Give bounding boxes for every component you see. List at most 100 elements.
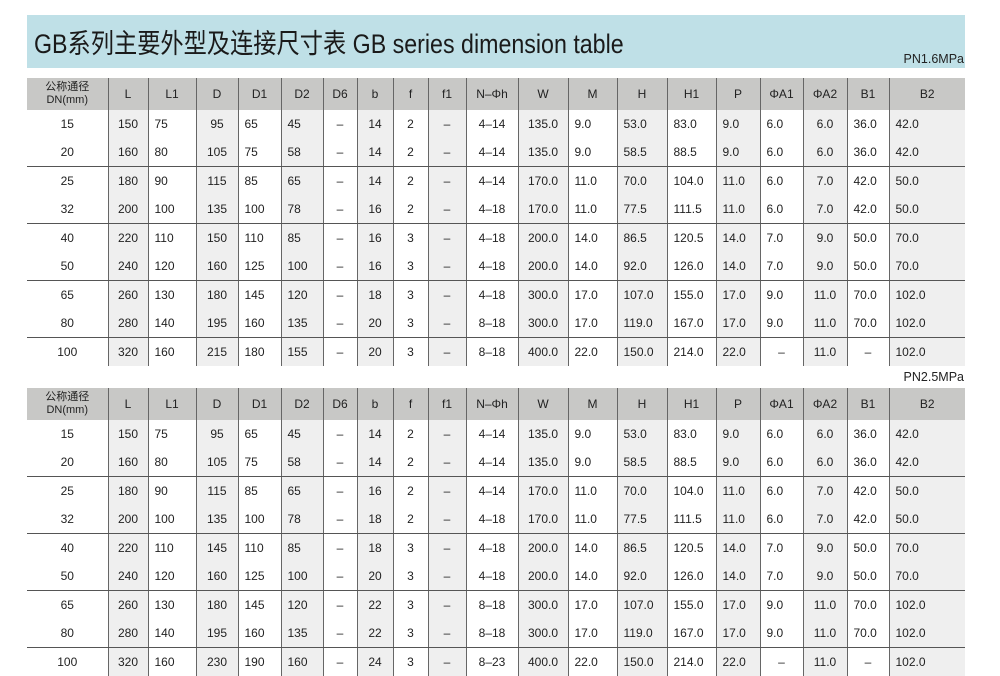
table-cell: 115 <box>196 167 238 196</box>
table-cell: 70.0 <box>889 224 965 253</box>
table-cell: 9.0 <box>716 138 760 167</box>
table-cell: 92.0 <box>617 562 667 591</box>
table-cell: 15 <box>27 420 108 448</box>
table-cell: 195 <box>196 619 238 648</box>
table-cell: 135.0 <box>518 420 568 448</box>
table-cell: 65 <box>238 420 281 448</box>
table-cell: 65 <box>27 591 108 620</box>
table-cell: 17.0 <box>716 281 760 310</box>
table-cell: 8–18 <box>466 591 518 620</box>
table-cell: 36.0 <box>847 448 889 477</box>
table-cell: 80 <box>27 619 108 648</box>
table-cell: – <box>323 224 357 253</box>
table-cell: – <box>323 309 357 338</box>
column-header: P <box>716 78 760 110</box>
table-cell: 110 <box>148 224 196 253</box>
table-cell: 85 <box>281 534 323 563</box>
table-cell: 220 <box>108 224 148 253</box>
table-cell: 160 <box>148 648 196 676</box>
table-cell: 9.0 <box>716 448 760 477</box>
table-cell: 16 <box>357 252 393 281</box>
table-cell: 180 <box>196 591 238 620</box>
column-header: D1 <box>238 78 281 110</box>
table-cell: 11.0 <box>568 505 617 534</box>
table-cell: 2 <box>393 505 428 534</box>
table-cell: 7.0 <box>760 534 803 563</box>
table-cell: – <box>428 110 466 138</box>
table-cell: 92.0 <box>617 252 667 281</box>
table-cell: 50.0 <box>847 562 889 591</box>
pressure-label-2: PN2.5MPa <box>904 370 964 384</box>
table-cell: – <box>323 648 357 676</box>
table-cell: 95 <box>196 420 238 448</box>
table-cell: 11.0 <box>803 281 847 310</box>
table-cell: 11.0 <box>716 167 760 196</box>
table-cell: 90 <box>148 167 196 196</box>
table-cell: 6.0 <box>760 505 803 534</box>
table-cell: 180 <box>238 338 281 367</box>
table-cell: – <box>428 619 466 648</box>
table-cell: 102.0 <box>889 648 965 676</box>
table-cell: 2 <box>393 110 428 138</box>
table-cell: 14.0 <box>716 562 760 591</box>
table-cell: 11.0 <box>568 195 617 224</box>
table-cell: 155.0 <box>667 591 716 620</box>
table-cell: 160 <box>196 562 238 591</box>
table-cell: 3 <box>393 648 428 676</box>
table-cell: 70.0 <box>847 309 889 338</box>
table-cell: – <box>323 619 357 648</box>
table-cell: 111.5 <box>667 195 716 224</box>
table-cell: 9.0 <box>716 110 760 138</box>
table-cell: 2 <box>393 167 428 196</box>
table-cell: 260 <box>108 281 148 310</box>
table-cell: 167.0 <box>667 619 716 648</box>
table-cell: 100 <box>148 195 196 224</box>
table-cell: 75 <box>148 420 196 448</box>
table-cell: 78 <box>281 195 323 224</box>
table-cell: 6.0 <box>760 167 803 196</box>
table-cell: 14.0 <box>568 534 617 563</box>
table-cell: – <box>428 195 466 224</box>
table-cell: 75 <box>148 110 196 138</box>
table-cell: 6.0 <box>803 138 847 167</box>
table-cell: 214.0 <box>667 648 716 676</box>
table-cell: 119.0 <box>617 309 667 338</box>
table-cell: 4–14 <box>466 110 518 138</box>
table-cell: 2 <box>393 138 428 167</box>
table-cell: 7.0 <box>803 195 847 224</box>
table-cell: 50 <box>27 562 108 591</box>
table-cell: 40 <box>27 224 108 253</box>
page-title: GB系列主要外型及连接尺寸表 GB series dimension table <box>34 22 624 61</box>
table-cell: 8–18 <box>466 309 518 338</box>
column-header: D2 <box>281 388 323 420</box>
table-cell: – <box>323 138 357 167</box>
table-cell: – <box>323 562 357 591</box>
table-cell: 6.0 <box>803 110 847 138</box>
table-cell: – <box>323 195 357 224</box>
column-header: H <box>617 388 667 420</box>
table-cell: 20 <box>27 448 108 477</box>
table-cell: 14.0 <box>716 224 760 253</box>
table-cell: – <box>760 338 803 367</box>
table-cell: 95 <box>196 110 238 138</box>
table-cell: 107.0 <box>617 591 667 620</box>
table-cell: 7.0 <box>803 477 847 506</box>
column-header: ΦA1 <box>760 78 803 110</box>
table-cell: 119.0 <box>617 619 667 648</box>
table-cell: 70.0 <box>889 534 965 563</box>
table-cell: 77.5 <box>617 505 667 534</box>
table-cell: 53.0 <box>617 110 667 138</box>
table-cell: 70.0 <box>847 281 889 310</box>
table-cell: 400.0 <box>518 338 568 367</box>
column-header: B1 <box>847 78 889 110</box>
table-cell: 170.0 <box>518 505 568 534</box>
table-cell: 4–18 <box>466 195 518 224</box>
table-cell: 50.0 <box>889 167 965 196</box>
